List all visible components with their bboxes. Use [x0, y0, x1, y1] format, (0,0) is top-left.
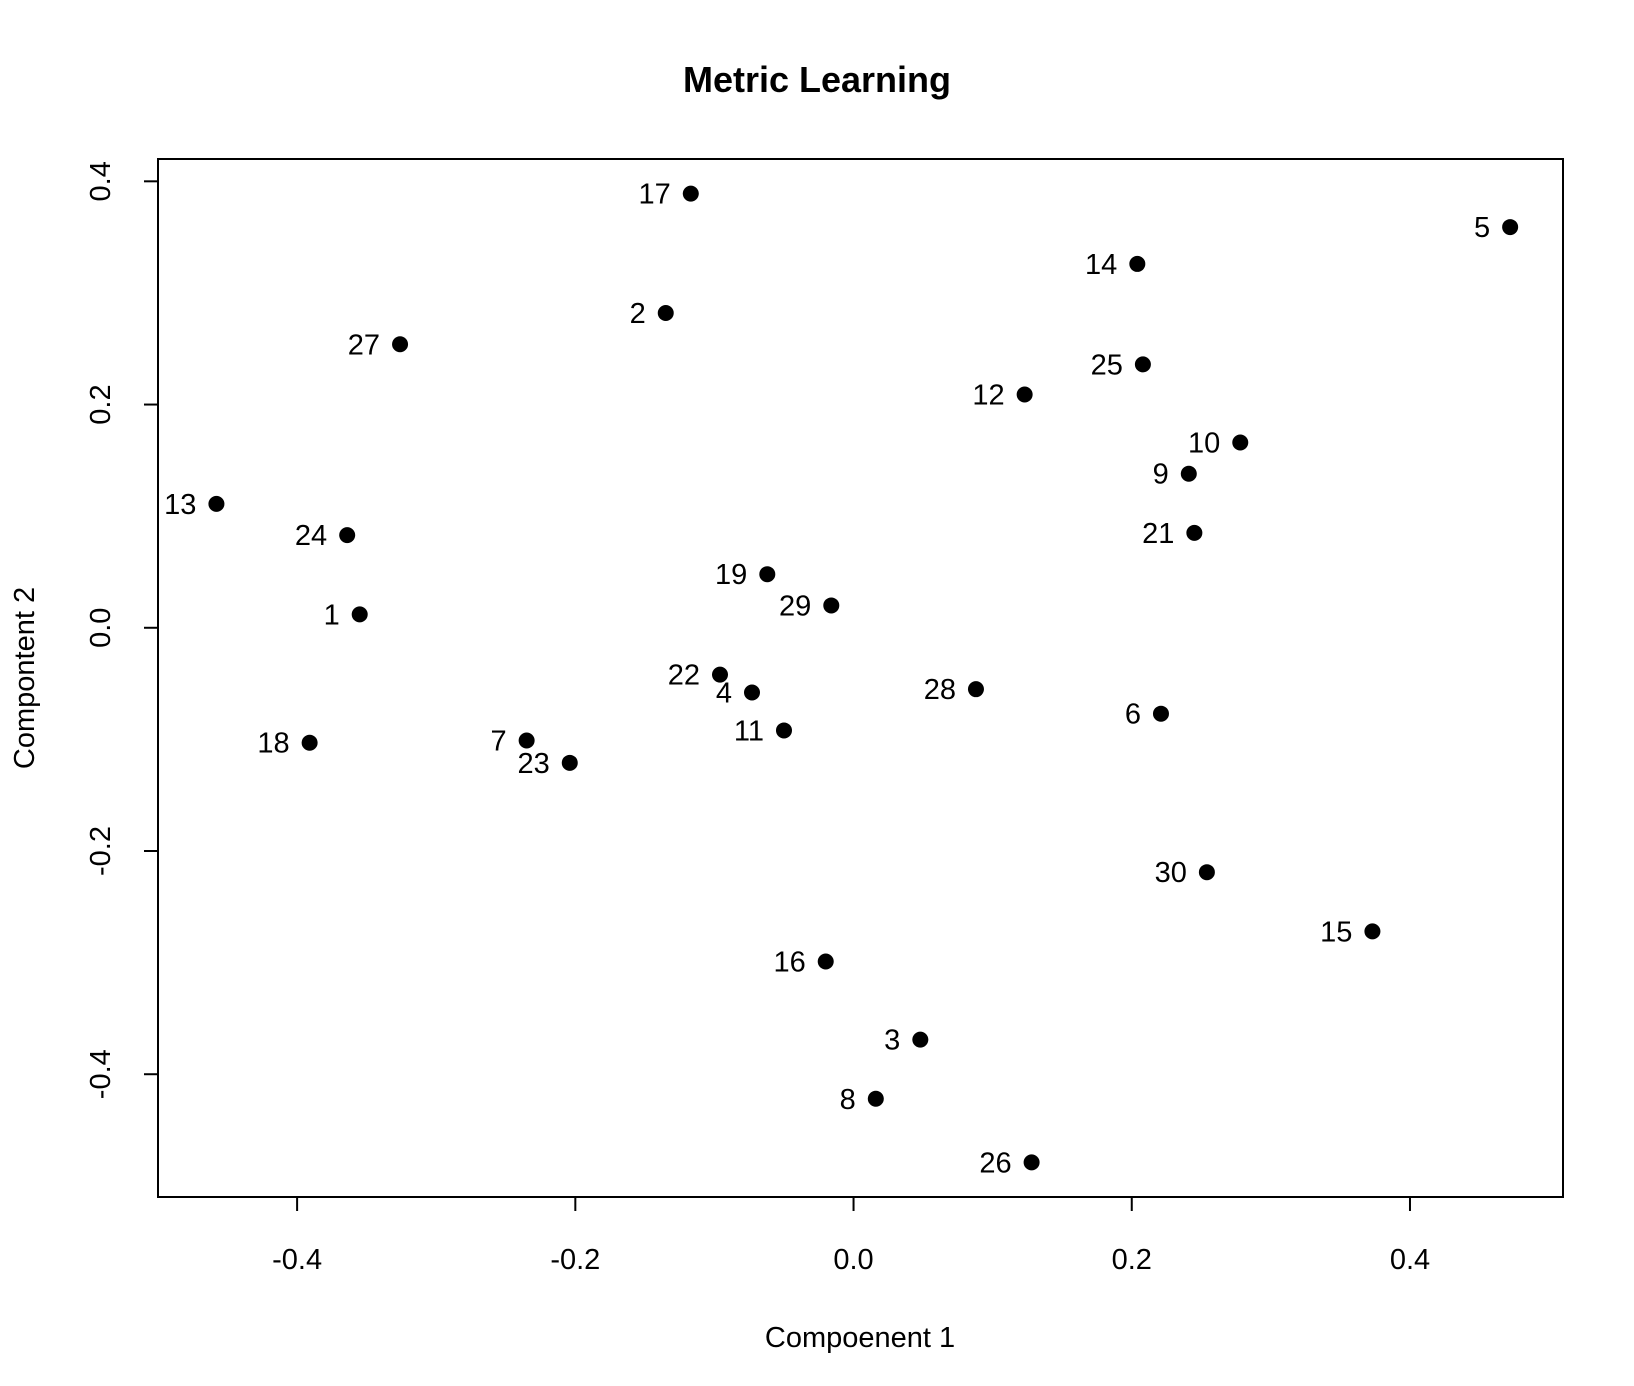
data-point-label-15: 15: [1320, 916, 1352, 948]
data-point-label-8: 8: [840, 1084, 856, 1116]
data-point-label-9: 9: [1153, 459, 1169, 491]
data-point-28: [967, 681, 984, 698]
data-point-13: [208, 495, 225, 512]
data-point-label-23: 23: [517, 748, 549, 780]
data-point-30: [1198, 864, 1215, 881]
data-point-label-26: 26: [979, 1147, 1011, 1179]
y-tick-label: -0.4: [85, 1049, 117, 1099]
data-point-16: [817, 953, 834, 970]
data-point-label-22: 22: [668, 660, 700, 692]
data-point-24: [339, 527, 356, 544]
data-point-label-17: 17: [639, 179, 671, 211]
data-point-23: [561, 754, 578, 771]
data-point-18: [301, 734, 318, 751]
data-point-11: [775, 722, 792, 739]
y-axis: -0.4 -0.2 0.0 0.2 0.4: [85, 161, 158, 1099]
data-point-label-1: 1: [324, 599, 340, 631]
data-point-label-24: 24: [295, 520, 327, 552]
y-axis-label: Compontent 2: [9, 587, 41, 769]
data-point-19: [759, 566, 776, 583]
data-point-label-16: 16: [773, 946, 805, 978]
data-points: 1234567891011121314151617181921222324252…: [164, 179, 1519, 1179]
data-point-label-21: 21: [1142, 518, 1174, 550]
y-tick-label: -0.2: [85, 826, 117, 876]
data-point-15: [1364, 923, 1381, 940]
x-tick-label: 0.0: [833, 1244, 873, 1276]
data-point-17: [682, 185, 699, 202]
data-point-label-14: 14: [1085, 249, 1117, 281]
data-point-27: [392, 336, 409, 353]
x-axis: -0.4 -0.2 0.0 0.2 0.4: [272, 1197, 1430, 1276]
data-point-2: [657, 305, 674, 322]
y-tick-label: 0.4: [85, 161, 117, 201]
data-point-5: [1502, 219, 1519, 236]
data-point-8: [867, 1090, 884, 1107]
data-point-label-27: 27: [348, 329, 380, 361]
chart-title: Metric Learning: [683, 59, 951, 100]
data-point-label-30: 30: [1155, 857, 1187, 889]
data-point-label-4: 4: [716, 678, 732, 710]
y-tick-label: 0.2: [85, 384, 117, 424]
data-point-22: [712, 666, 728, 683]
data-point-26: [1023, 1154, 1040, 1171]
data-point-7: [518, 732, 535, 749]
data-point-21: [1186, 524, 1203, 541]
data-point-label-18: 18: [257, 728, 289, 760]
data-point-label-2: 2: [630, 298, 646, 330]
data-point-3: [912, 1031, 929, 1048]
data-point-14: [1129, 255, 1146, 272]
data-point-4: [743, 684, 760, 701]
data-point-label-13: 13: [164, 489, 196, 521]
data-point-6: [1152, 705, 1169, 722]
data-point-label-10: 10: [1188, 427, 1220, 459]
data-point-label-11: 11: [734, 715, 764, 747]
y-tick-label: 0.0: [85, 608, 117, 648]
x-tick-label: -0.4: [272, 1244, 322, 1276]
data-point-12: [1016, 386, 1033, 403]
plot-frame: [157, 158, 1564, 1198]
data-point-label-6: 6: [1125, 699, 1141, 731]
data-point-9: [1180, 465, 1197, 482]
data-point-label-25: 25: [1091, 349, 1123, 381]
data-point-label-12: 12: [972, 380, 1004, 412]
data-point-label-7: 7: [490, 726, 506, 758]
data-point-29: [823, 597, 840, 614]
data-point-25: [1134, 356, 1151, 373]
data-point-label-5: 5: [1474, 212, 1490, 244]
x-tick-label: 0.4: [1390, 1244, 1430, 1276]
data-point-label-29: 29: [779, 590, 811, 622]
data-point-label-19: 19: [715, 559, 747, 591]
data-point-label-3: 3: [884, 1025, 900, 1057]
data-point-1: [351, 606, 368, 623]
x-tick-label: -0.2: [550, 1244, 600, 1276]
x-tick-label: 0.2: [1112, 1244, 1152, 1276]
x-axis-label: Compoenent 1: [765, 1322, 955, 1354]
data-point-10: [1232, 434, 1249, 451]
data-point-label-28: 28: [924, 674, 956, 706]
